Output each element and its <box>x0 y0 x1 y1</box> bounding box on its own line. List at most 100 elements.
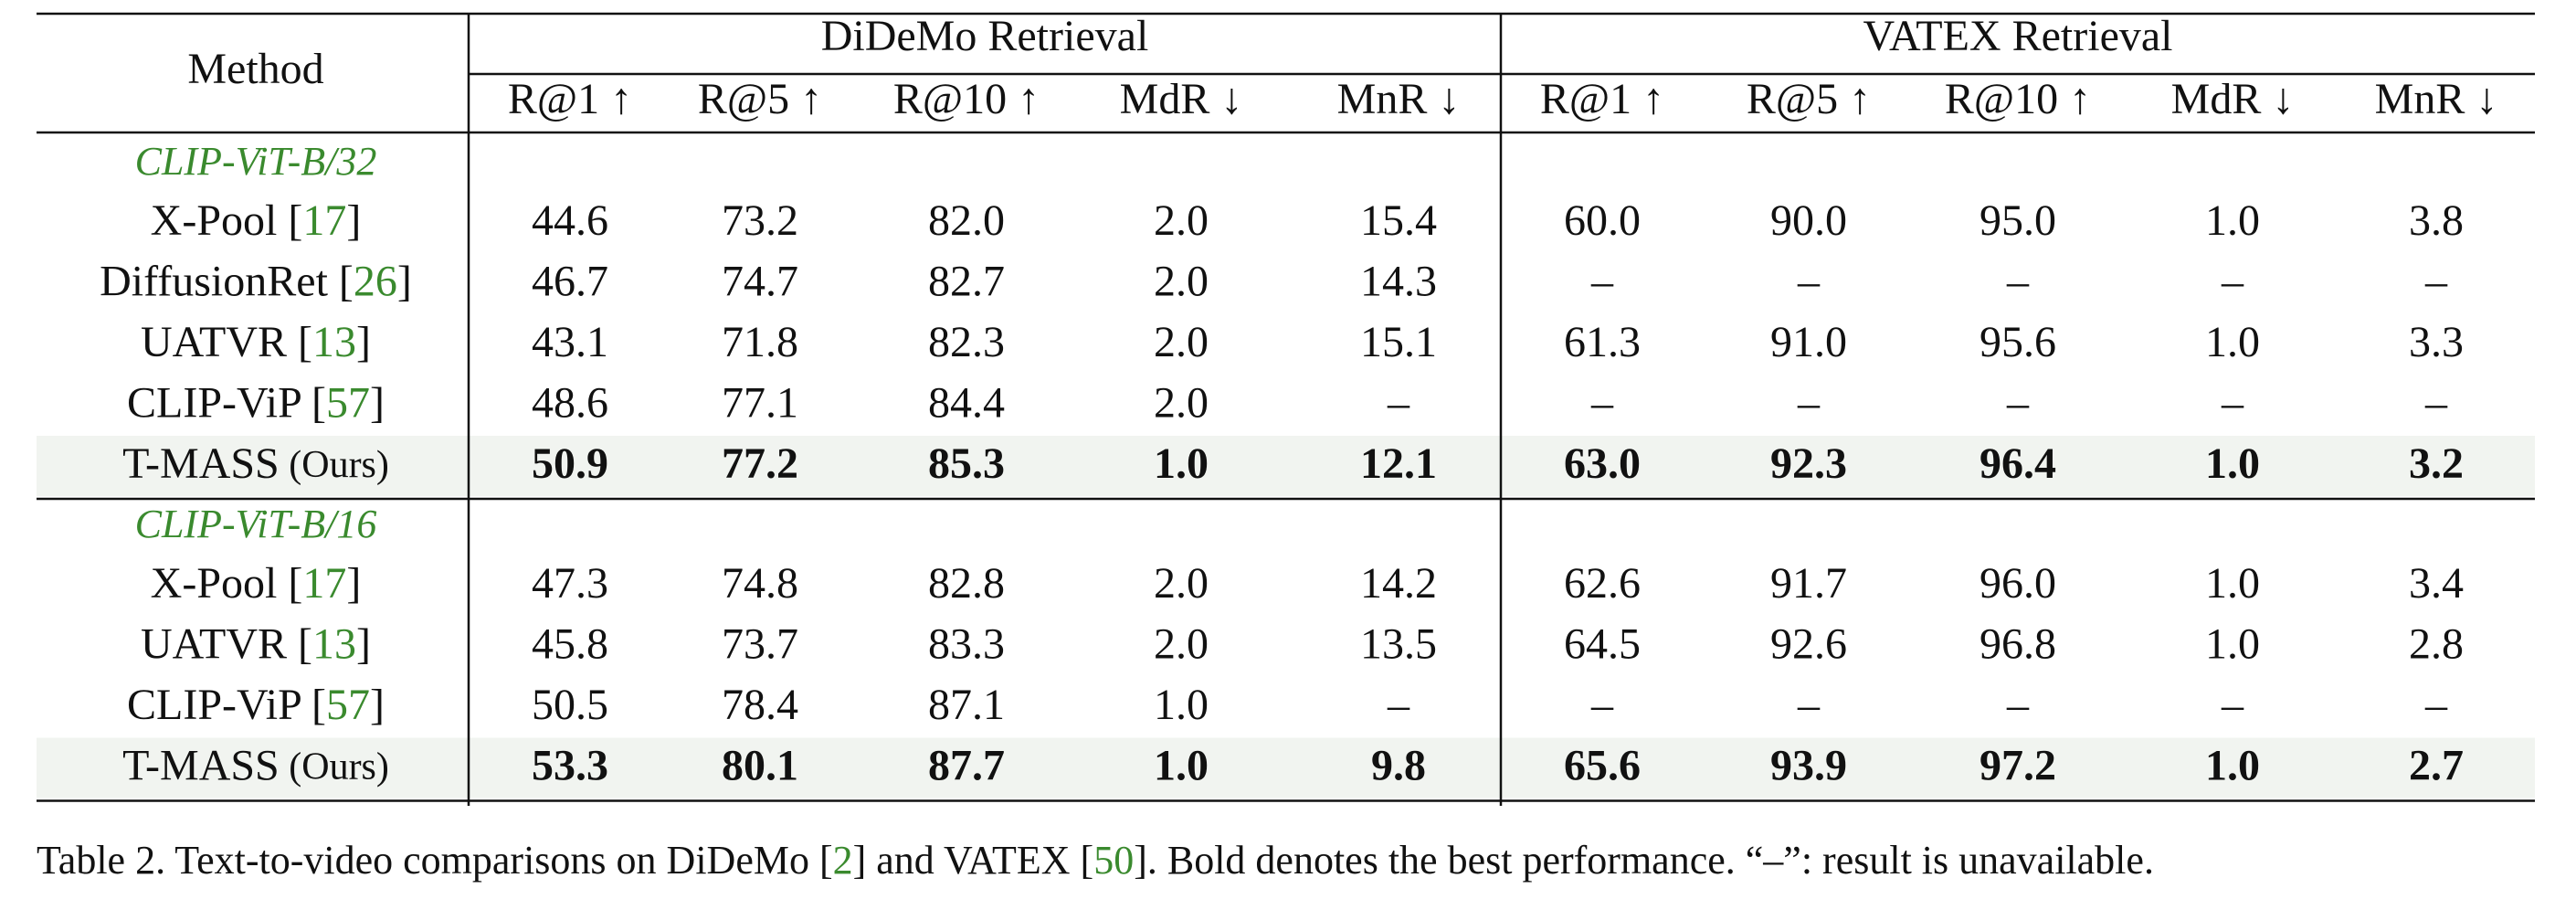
cell-value: – <box>1797 681 1821 729</box>
cell-value: 46.7 <box>532 258 608 306</box>
method-name: DiffusionRet [26] <box>100 258 412 306</box>
column-header: MnR ↓ <box>2375 75 2498 123</box>
cell-value: 96.8 <box>1980 620 2056 669</box>
highlight-band <box>37 436 2535 496</box>
cell-value: 3.4 <box>2409 559 2464 608</box>
method-name-part: (Ours) <box>280 444 389 486</box>
method-name-part: DiffusionRet [ <box>100 258 354 306</box>
cell-value: 14.2 <box>1360 559 1437 608</box>
cell-value: 62.6 <box>1564 559 1641 608</box>
column-header: MdR ↓ <box>1120 75 1243 123</box>
method-header: Method <box>187 45 323 93</box>
cell-value: 73.2 <box>722 196 798 245</box>
caption-part: 50 <box>1093 838 1134 883</box>
cell-value: 14.3 <box>1360 258 1437 306</box>
column-header: R@10 ↑ <box>1945 75 2091 123</box>
cell-value: 53.3 <box>532 742 608 790</box>
cell-value: 2.0 <box>1154 379 1209 428</box>
cell-value: 1.0 <box>2205 742 2260 790</box>
method-name-part: CLIP-ViP [ <box>127 681 326 729</box>
cell-value: 2.8 <box>2409 620 2464 669</box>
cell-value: – <box>1797 258 1821 306</box>
method-name-part: 13 <box>312 318 356 366</box>
cell-value: 48.6 <box>532 379 608 428</box>
cell-value: 97.2 <box>1980 742 2056 790</box>
cell-value: 73.7 <box>722 620 798 669</box>
column-header: MdR ↓ <box>2171 75 2295 123</box>
method-name-part: 26 <box>354 258 397 306</box>
caption-part: ] and VATEX [ <box>853 838 1094 883</box>
cell-value: 9.8 <box>1371 742 1426 790</box>
cell-value: 85.3 <box>928 439 1005 488</box>
method-name-part: X-Pool [ <box>151 196 303 245</box>
cell-value: 60.0 <box>1564 196 1641 245</box>
cell-value: – <box>1387 379 1410 428</box>
group-header: DiDeMo Retrieval <box>821 12 1149 60</box>
cell-value: 82.0 <box>928 196 1005 245</box>
cell-value: – <box>2424 681 2448 729</box>
cell-value: 82.8 <box>928 559 1005 608</box>
cell-value: 3.2 <box>2409 439 2464 488</box>
cell-value: 2.0 <box>1154 559 1209 608</box>
method-name-part: 13 <box>312 620 356 669</box>
method-name: CLIP-ViP [57] <box>127 379 385 428</box>
cell-value: 50.9 <box>532 439 608 488</box>
cell-value: 96.0 <box>1980 559 2056 608</box>
method-name: X-Pool [17] <box>151 196 362 245</box>
cell-value: – <box>1590 681 1614 729</box>
cell-value: 1.0 <box>1154 439 1209 488</box>
cell-value: 2.0 <box>1154 196 1209 245</box>
cell-value: 95.0 <box>1980 196 2056 245</box>
cell-value: 15.4 <box>1360 196 1437 245</box>
method-name-part: T-MASS <box>122 742 280 790</box>
cell-value: 82.3 <box>928 318 1005 366</box>
method-name-part: UATVR [ <box>141 620 312 669</box>
cell-value: – <box>2221 379 2244 428</box>
cell-value: 74.8 <box>722 559 798 608</box>
cell-value: 64.5 <box>1564 620 1641 669</box>
method-name: UATVR [13] <box>141 620 371 669</box>
cell-value: 43.1 <box>532 318 608 366</box>
method-name: T-MASS (Ours) <box>122 742 389 790</box>
method-name-part: 17 <box>302 559 346 608</box>
cell-value: 77.2 <box>722 439 798 488</box>
method-name-part: UATVR [ <box>141 318 312 366</box>
caption-part: Table 2. Text-to-video comparisons on Di… <box>37 838 833 883</box>
cell-value: 2.7 <box>2409 742 2464 790</box>
cell-value: 1.0 <box>1154 681 1209 729</box>
cell-value: 1.0 <box>2205 439 2260 488</box>
cell-value: 93.9 <box>1770 742 1847 790</box>
method-name-part: ] <box>346 559 361 608</box>
cell-value: 82.7 <box>928 258 1005 306</box>
cell-value: 1.0 <box>2205 318 2260 366</box>
cell-value: 1.0 <box>1154 742 1209 790</box>
cell-value: 45.8 <box>532 620 608 669</box>
method-name-part: X-Pool [ <box>151 559 303 608</box>
column-header: R@1 ↑ <box>508 75 632 123</box>
column-header: R@5 ↑ <box>698 75 822 123</box>
cell-value: 44.6 <box>532 196 608 245</box>
method-name-part: CLIP-ViP [ <box>127 379 326 428</box>
cell-value: 2.0 <box>1154 318 1209 366</box>
method-name-part: 17 <box>302 196 346 245</box>
method-name-part: ] <box>356 318 371 366</box>
cell-value: 61.3 <box>1564 318 1641 366</box>
section-label: CLIP-ViT-B/16 <box>135 502 377 546</box>
column-header: R@10 ↑ <box>893 75 1040 123</box>
column-header: MnR ↓ <box>1337 75 1461 123</box>
column-header: R@1 ↑ <box>1540 75 1664 123</box>
cell-value: 1.0 <box>2205 559 2260 608</box>
cell-value: 1.0 <box>2205 620 2260 669</box>
cell-value: 78.4 <box>722 681 798 729</box>
group-header: VATEX Retrieval <box>1863 12 2172 60</box>
method-name-part: ] <box>346 196 361 245</box>
cell-value: 90.0 <box>1770 196 1847 245</box>
method-name: UATVR [13] <box>141 318 371 366</box>
cell-value: 87.7 <box>928 742 1005 790</box>
method-name: T-MASS (Ours) <box>122 439 389 488</box>
cell-value: 13.5 <box>1360 620 1437 669</box>
method-name-part: ] <box>356 620 371 669</box>
cell-value: 12.1 <box>1360 439 1437 488</box>
cell-value: 2.0 <box>1154 620 1209 669</box>
